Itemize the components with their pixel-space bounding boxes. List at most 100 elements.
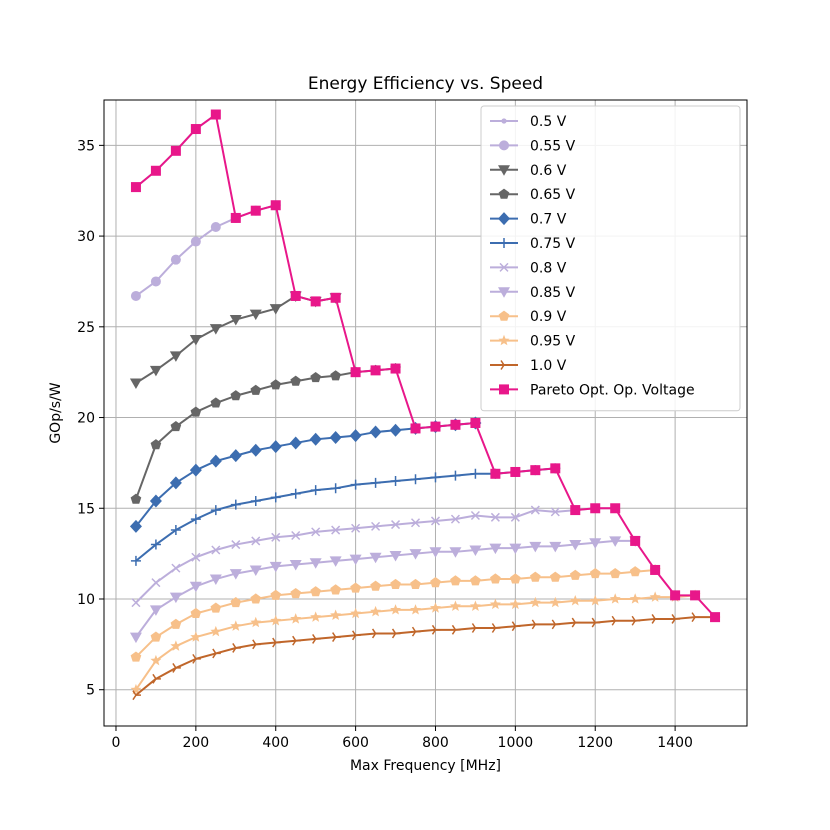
chart-title: Energy Efficiency vs. Speed	[308, 74, 543, 94]
legend-item: 0.9 V	[490, 309, 567, 325]
data-point	[690, 590, 701, 601]
data-point	[409, 549, 422, 560]
data-point	[312, 633, 321, 644]
data-point	[310, 296, 321, 307]
legend-label: 0.5 V	[530, 114, 567, 130]
data-point	[350, 367, 361, 378]
legend-item: 0.5 V	[490, 114, 567, 130]
data-point	[351, 630, 361, 641]
data-point	[150, 276, 161, 287]
series-7	[129, 536, 642, 644]
data-point	[490, 468, 501, 479]
data-point	[650, 564, 661, 575]
data-point	[471, 623, 481, 633]
data-point	[290, 587, 302, 599]
data-point	[429, 602, 441, 613]
data-point	[190, 236, 201, 247]
data-point	[192, 653, 201, 664]
data-point	[232, 643, 241, 653]
data-point	[129, 632, 142, 644]
data-point	[132, 690, 141, 701]
data-point	[350, 582, 361, 593]
data-point	[330, 483, 341, 494]
data-point	[251, 536, 261, 546]
data-point	[469, 545, 482, 556]
x-tick-label: 1400	[657, 735, 693, 751]
data-point	[351, 523, 361, 533]
data-point	[631, 615, 641, 626]
data-point	[172, 663, 181, 673]
data-point	[229, 315, 242, 326]
legend-marker	[501, 118, 507, 124]
data-point	[149, 605, 162, 616]
data-point	[152, 673, 161, 684]
data-point	[250, 616, 262, 628]
data-point	[290, 290, 301, 301]
legend-item: 0.65 V	[490, 187, 576, 203]
legend-label: 0.7 V	[530, 212, 567, 228]
data-point	[410, 518, 421, 528]
data-point	[630, 535, 641, 546]
data-point	[271, 532, 281, 542]
legend-item: 0.95 V	[490, 334, 576, 350]
y-tick-label: 10	[77, 592, 95, 608]
legend-item: 0.6 V	[490, 163, 567, 179]
data-point	[310, 485, 321, 496]
x-tick-label: 600	[342, 735, 369, 751]
legend-label: Pareto Opt. Op. Voltage	[530, 382, 695, 398]
data-point	[590, 503, 601, 514]
data-point	[170, 145, 181, 156]
data-point	[310, 372, 321, 383]
legend-label: 0.8 V	[530, 260, 567, 276]
data-point	[369, 425, 382, 439]
data-point	[270, 379, 282, 390]
series-8	[130, 564, 661, 662]
data-point	[270, 614, 282, 626]
data-point	[190, 607, 202, 619]
data-point	[230, 620, 242, 631]
data-point	[249, 309, 262, 321]
x-tick-label: 0	[112, 735, 121, 751]
data-point	[210, 602, 222, 613]
data-point	[589, 595, 601, 606]
data-point	[710, 612, 721, 623]
legend-marker	[498, 310, 510, 321]
data-point	[169, 476, 182, 490]
data-point	[290, 613, 302, 624]
data-point	[211, 545, 221, 555]
data-point	[410, 474, 421, 485]
data-point	[609, 567, 621, 579]
data-point	[549, 571, 561, 582]
data-point	[390, 363, 401, 374]
data-point	[430, 421, 441, 432]
series-line	[135, 113, 716, 618]
data-point	[489, 598, 501, 610]
x-tick-label: 1000	[498, 735, 534, 751]
data-point	[391, 628, 401, 639]
data-point	[169, 351, 182, 362]
data-point	[250, 496, 261, 507]
data-point	[391, 520, 401, 530]
data-point	[151, 578, 161, 588]
data-point	[330, 370, 341, 381]
data-point	[291, 530, 301, 541]
data-point	[611, 615, 621, 626]
data-point	[150, 539, 161, 550]
data-point	[210, 109, 221, 120]
data-point	[390, 578, 401, 589]
data-point	[410, 578, 421, 589]
y-tick-label: 15	[77, 501, 95, 517]
data-point	[411, 626, 421, 637]
data-point	[209, 324, 222, 335]
legend-marker	[499, 140, 509, 151]
data-point	[290, 488, 301, 499]
data-point	[190, 631, 202, 642]
data-point	[229, 569, 242, 580]
x-tick-label: 1200	[577, 735, 613, 751]
x-axis-label: Max Frequency [MHz]	[350, 758, 501, 774]
legend-item: Pareto Opt. Op. Voltage	[490, 382, 695, 398]
data-point	[170, 525, 181, 536]
data-point	[569, 540, 582, 551]
data-point	[510, 466, 521, 477]
data-point	[331, 525, 341, 535]
